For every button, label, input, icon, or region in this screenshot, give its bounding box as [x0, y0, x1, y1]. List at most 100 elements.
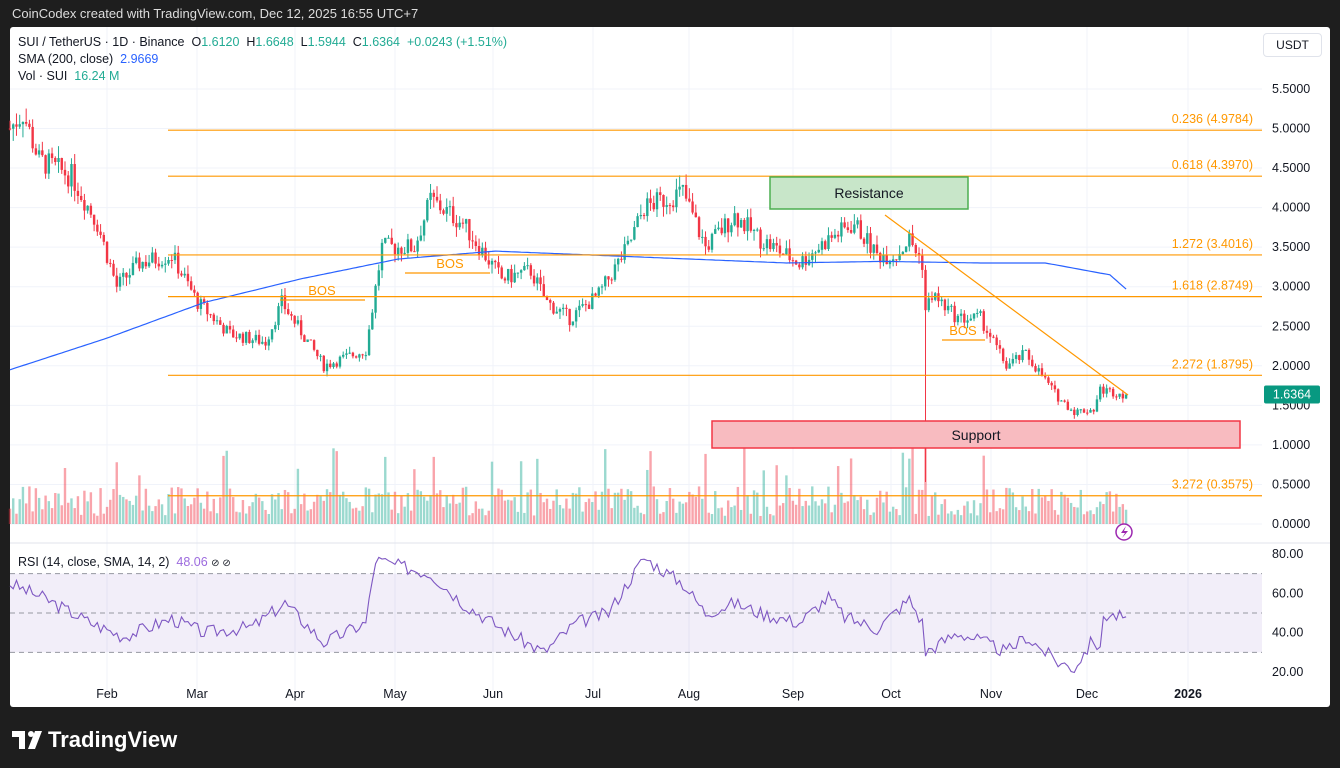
candle-body: [67, 175, 70, 187]
volume-bar: [555, 489, 558, 524]
volume-bar: [83, 490, 86, 524]
rsi-legend[interactable]: RSI (14, close, SMA, 14, 2) 48.06 ⊘ ⊘: [18, 555, 231, 569]
candle-body: [752, 229, 756, 231]
time-tick-label: Apr: [285, 687, 304, 701]
visibility-icons[interactable]: ⊘ ⊘: [211, 558, 231, 569]
resistance-zone: [769, 176, 969, 210]
candle-body: [513, 272, 516, 283]
volume-bar: [749, 513, 753, 524]
volume-bar: [636, 505, 639, 524]
candle-body: [1086, 412, 1089, 414]
currency-button[interactable]: USDT: [1263, 33, 1322, 57]
support-label: Support: [951, 427, 1000, 443]
time-tick-label: Aug: [678, 687, 700, 701]
candle-body: [1027, 349, 1031, 360]
candle-body: [397, 247, 400, 255]
candle-body: [1053, 385, 1057, 390]
rsi-tick-label: 60.00: [1272, 586, 1303, 600]
volume-bar: [610, 508, 613, 524]
candle-body: [89, 205, 93, 215]
volume-bar: [616, 492, 620, 524]
volume-bar: [112, 489, 115, 524]
candle-body: [235, 337, 238, 339]
volume-bar: [953, 514, 956, 524]
price-tick-label: 3.0000: [1272, 280, 1310, 294]
volume-bar: [1005, 487, 1008, 524]
volume-bar: [788, 487, 791, 524]
volume-bar: [836, 466, 840, 524]
chart-panel[interactable]: [10, 27, 1330, 707]
volume-bar: [267, 513, 270, 524]
volume-bar: [345, 498, 348, 524]
candle-body: [345, 353, 348, 355]
volume-bar: [785, 475, 788, 524]
volume-bar: [325, 489, 329, 524]
volume-legend[interactable]: Vol · SUI 16.24 M: [18, 69, 119, 83]
volume-bar: [891, 506, 895, 524]
volume-bar: [649, 451, 652, 524]
candle-body: [979, 311, 982, 313]
candle-body: [846, 227, 850, 231]
volume-bar: [426, 500, 429, 524]
volume-bar: [694, 496, 698, 524]
price-tick-label: 5.5000: [1272, 82, 1310, 96]
candle-body: [924, 269, 927, 311]
candle-body: [749, 217, 753, 231]
volume-bar: [688, 491, 691, 524]
candle-body: [714, 229, 717, 234]
volume-bar: [587, 498, 591, 524]
fib-level-label: 2.272 (1.8795): [1172, 357, 1253, 371]
volume-bar: [597, 509, 600, 524]
candle-body: [358, 354, 361, 358]
candle-body: [125, 272, 128, 278]
candle-body: [264, 341, 267, 346]
volume-bar: [1111, 511, 1115, 524]
candle-body: [882, 255, 885, 263]
candle-body: [287, 309, 290, 314]
candle-body: [1034, 366, 1037, 372]
sma-legend[interactable]: SMA (200, close) 2.9669: [18, 52, 158, 66]
volume-bar: [458, 502, 461, 524]
candle-body: [516, 272, 520, 274]
volume-bar: [752, 490, 756, 524]
candle-body: [329, 363, 332, 368]
volume-bar: [1044, 495, 1047, 524]
volume-bar: [296, 468, 300, 524]
candle-body: [112, 263, 115, 276]
last-price-label: 1.6364: [1273, 388, 1311, 402]
volume-bar: [180, 488, 183, 524]
volume-bar: [335, 451, 338, 524]
fib-level-label: 0.236 (4.9784): [1172, 112, 1253, 126]
volume-bar: [351, 508, 355, 524]
volume-bar: [1063, 494, 1066, 524]
symbol-name[interactable]: SUI / TetherUS · 1D · Binance: [18, 35, 185, 49]
volume-bar: [322, 500, 325, 524]
price-tick-label: 2.5000: [1272, 319, 1310, 333]
volume-bar: [859, 496, 863, 524]
candle-body: [519, 270, 523, 273]
candle-body: [584, 304, 588, 306]
volume-bar: [629, 491, 633, 524]
candle-body: [494, 260, 497, 263]
volume-bar: [47, 501, 51, 524]
volume-bar: [1018, 510, 1021, 524]
volume-bar: [720, 507, 723, 524]
candle-body: [765, 239, 769, 249]
volume-bar: [57, 493, 60, 524]
candle-body: [914, 245, 917, 254]
volume-bar: [568, 508, 571, 524]
candle-body: [138, 257, 141, 269]
volume-bar: [1079, 489, 1082, 524]
candle-body: [248, 331, 251, 344]
candle-body: [477, 246, 481, 256]
volume-bar: [723, 515, 727, 524]
candle-body: [293, 315, 296, 324]
candle-body: [532, 275, 536, 284]
candle-body: [1018, 355, 1021, 361]
volume-bar: [1105, 492, 1108, 524]
candle-body: [1024, 349, 1027, 351]
candle-body: [594, 293, 597, 296]
time-tick-label: Jul: [585, 687, 601, 701]
support-zone: [711, 420, 1241, 449]
